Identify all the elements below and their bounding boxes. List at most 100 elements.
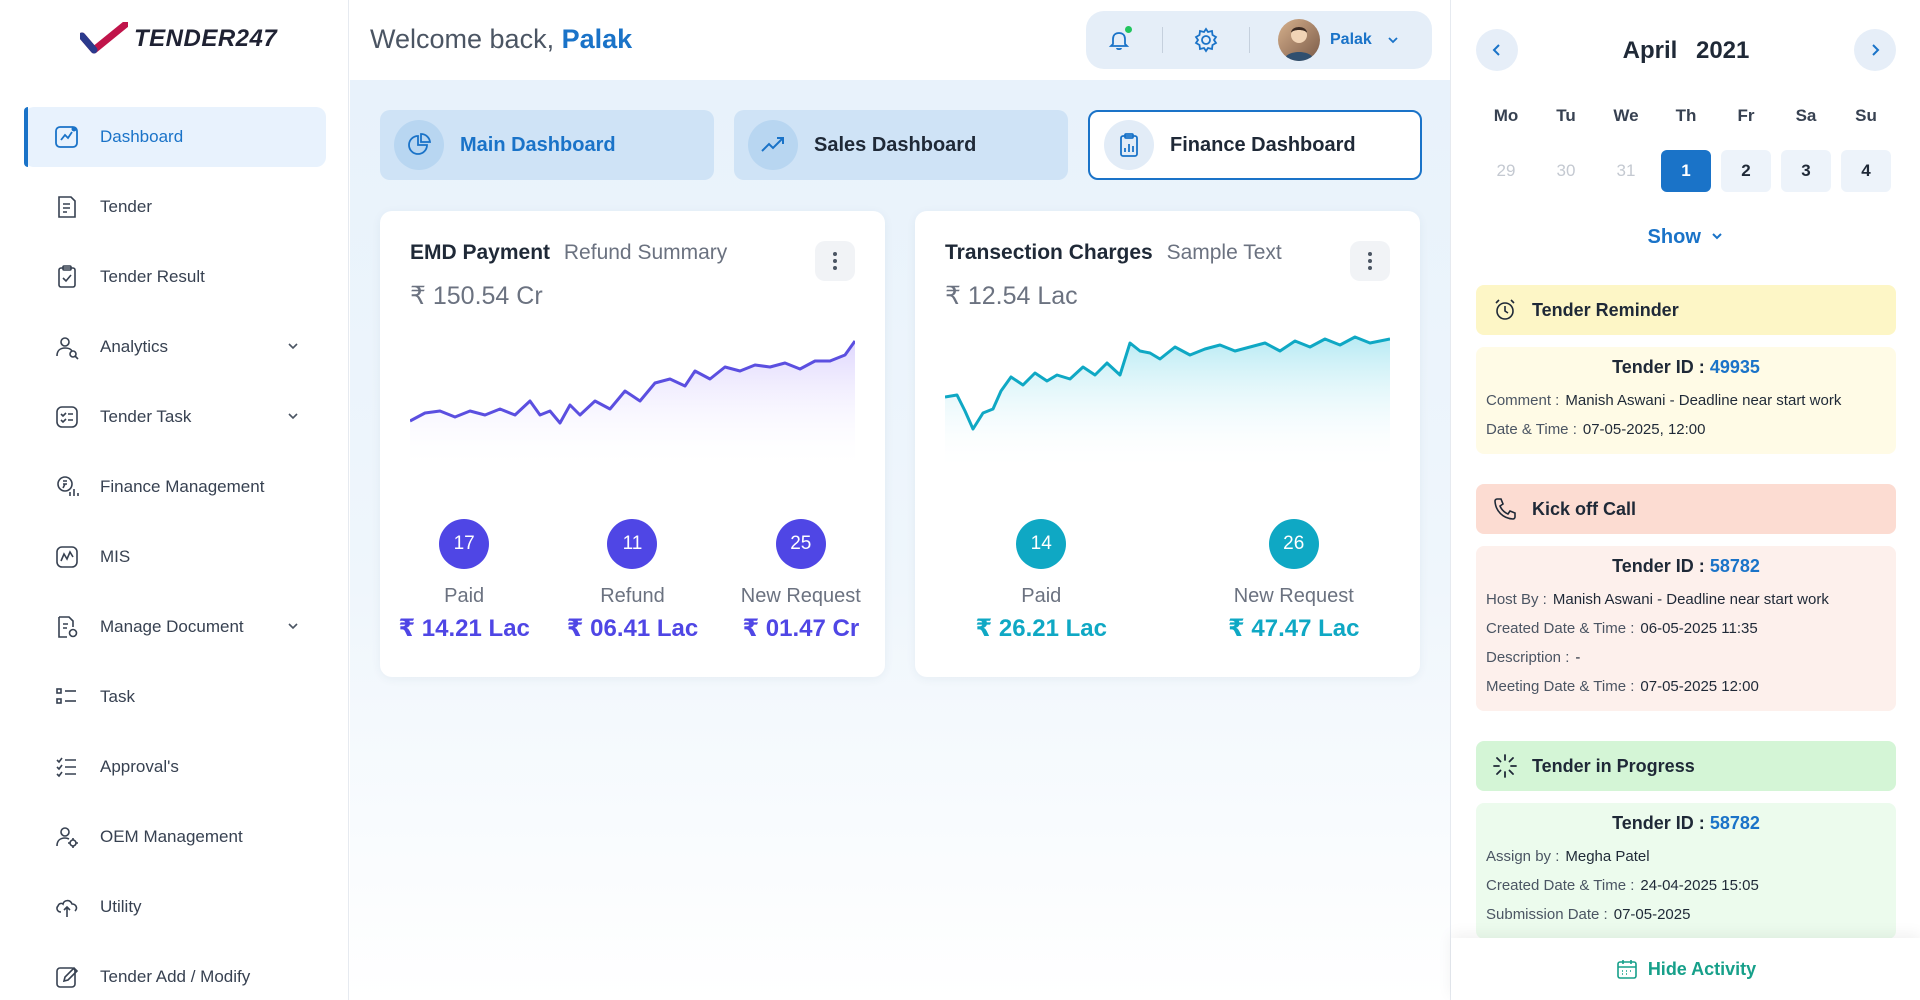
chevron-down-icon (288, 623, 298, 630)
row-value: 06-05-2025 11:35 (1640, 620, 1758, 637)
tender-id: Tender ID : 58782 (1486, 556, 1886, 577)
logo-text: TENDER247 (134, 25, 278, 52)
more-options-button[interactable] (1350, 241, 1390, 281)
calendar-year[interactable]: 2021 (1695, 37, 1750, 64)
stat-count: 17 (439, 519, 490, 569)
sidebar-item-label: Tender Add / Modify (100, 967, 251, 986)
sidebar-item-task[interactable]: Task (24, 667, 326, 727)
stat-label: New Request (1233, 585, 1354, 607)
sidebar-item-mis[interactable]: MIS (24, 527, 326, 587)
sidebar-item-tender-task[interactable]: Tender Task (24, 387, 326, 447)
sidebar-item-approvals[interactable]: Approval's (24, 737, 326, 797)
tender-id-value[interactable]: 58782 (1709, 556, 1760, 576)
stat-value: ₹ 06.41 Lac (566, 615, 699, 642)
logo-check-icon (80, 22, 128, 54)
day-number[interactable]: 31 (1616, 161, 1636, 180)
tender-id-value[interactable]: 49935 (1709, 357, 1760, 377)
more-options-button[interactable] (815, 241, 855, 281)
tender-id-label: Tender ID : (1612, 357, 1705, 377)
sidebar-item-finance-management[interactable]: Finance Management (24, 457, 326, 517)
sidebar-item-label: Task (100, 687, 135, 706)
edit-icon (54, 964, 80, 990)
activity-body: Tender ID : 58782 Assign by : Megha Patel… (1476, 803, 1896, 939)
notifications-button[interactable] (1104, 25, 1134, 55)
settings-button[interactable] (1191, 25, 1221, 55)
calendar-month[interactable]: April (1622, 37, 1678, 64)
row-value: 07-05-2025 (1613, 906, 1691, 923)
finance-icon (54, 474, 80, 500)
activity-row: Comment : Manish Aswani - Deadline near s… (1486, 386, 1886, 415)
calendar-day: 2 (1716, 150, 1776, 192)
tender-icon (54, 194, 80, 220)
calendar-days: 29 30 31 1 2 3 4 (1476, 150, 1896, 192)
top-header: Welcome back, Palak Palak (350, 0, 1450, 80)
logo[interactable]: TENDER247 (80, 22, 277, 56)
calendar-day: 31 (1596, 150, 1656, 192)
show-label: Show (1647, 226, 1701, 248)
day-number[interactable]: 4 (1841, 150, 1891, 192)
profile-menu[interactable]: Palak (1278, 19, 1400, 61)
tab-finance-dashboard[interactable]: Finance Dashboard (1088, 110, 1422, 180)
weekday: Su (1855, 106, 1877, 125)
stat-value: ₹ 47.47 Lac (1228, 615, 1360, 642)
sidebar-item-tender[interactable]: Tender (24, 177, 326, 237)
tab-label: Main Dashboard (460, 133, 616, 156)
card-title-main: EMD Payment (410, 241, 551, 264)
tender-id-value[interactable]: 58782 (1709, 813, 1760, 833)
main-content: Main Dashboard Sales Dashboard Finance D… (350, 80, 1450, 1000)
sidebar-item-label: Tender Result (100, 267, 205, 286)
stat-new-request: 25 New Request ₹ 01.47 Cr (717, 519, 885, 643)
calendar-prev-button[interactable] (1476, 29, 1518, 71)
activity-body: Tender ID : 58782 Host By : Manish Aswani… (1476, 546, 1896, 711)
chevron-down-icon (1712, 233, 1723, 240)
gear-icon (1194, 27, 1218, 53)
sidebar-item-analytics[interactable]: Analytics (24, 317, 326, 377)
hide-activity-button[interactable]: Hide Activity (1451, 938, 1920, 1000)
sidebar-item-oem-management[interactable]: OEM Management (24, 807, 326, 867)
activity-row: Meeting Date & Time : 07-05-2025 12:00 (1486, 672, 1886, 701)
calendar-day: 4 (1836, 150, 1896, 192)
card-stats: 14 Paid ₹ 26.21 Lac 26 New Request ₹ 47.… (915, 519, 1420, 643)
sidebar-item-label: Approval's (100, 757, 179, 776)
sidebar-nav: Dashboard Tender Tender Result Analytics (24, 107, 326, 1000)
day-number[interactable]: 30 (1556, 161, 1576, 180)
sidebar-item-label: OEM Management (100, 827, 243, 846)
sidebar-item-dashboard[interactable]: Dashboard (24, 107, 326, 167)
day-number[interactable]: 3 (1781, 150, 1831, 192)
row-key: Created Date & Time : (1486, 877, 1635, 894)
calendar-show-button[interactable]: Show (1476, 226, 1896, 249)
day-number[interactable]: 1 (1661, 150, 1711, 192)
activity-header-kick-off-call[interactable]: Kick off Call (1476, 484, 1896, 534)
activity-header-tender-in-progress[interactable]: Tender in Progress (1476, 741, 1896, 791)
phone-icon (1494, 498, 1516, 520)
sidebar-item-manage-document[interactable]: Manage Document (24, 597, 326, 657)
stat-count: 26 (1268, 519, 1319, 569)
activity-header-tender-reminder[interactable]: Tender Reminder (1476, 285, 1896, 335)
alarm-clock-icon (1495, 299, 1515, 320)
day-number[interactable]: 2 (1721, 150, 1771, 192)
calendar-next-button[interactable] (1854, 29, 1896, 71)
bell-icon (1108, 32, 1130, 51)
weekday: Fr (1737, 106, 1755, 125)
sidebar-item-label: MIS (100, 547, 131, 566)
sidebar-item-tender-add-modify[interactable]: Tender Add / Modify (24, 947, 326, 1000)
day-number[interactable]: 29 (1496, 161, 1516, 180)
stat-count: 25 (775, 519, 826, 569)
row-key: Assign by : (1486, 848, 1560, 865)
stat-label: Refund (600, 585, 665, 607)
divider (1162, 27, 1163, 53)
sidebar-item-utility[interactable]: Utility (24, 877, 326, 937)
row-key: Date & Time : (1486, 421, 1577, 438)
calendar-header: April 2021 (1476, 29, 1896, 75)
calendar-day: 29 (1476, 150, 1536, 192)
tab-label: Finance Dashboard (1170, 133, 1356, 156)
tender-id: Tender ID : 49935 (1486, 357, 1886, 378)
tab-main-dashboard[interactable]: Main Dashboard (380, 110, 714, 180)
activity-list[interactable]: Tender Reminder Tender ID : 49935 Commen… (1476, 285, 1896, 940)
tab-sales-dashboard[interactable]: Sales Dashboard (734, 110, 1068, 180)
row-key: Description : (1486, 649, 1570, 666)
sidebar-item-tender-result[interactable]: Tender Result (24, 247, 326, 307)
activity-body: Tender ID : 49935 Comment : Manish Aswani… (1476, 347, 1896, 454)
row-value: 24-04-2025 15:05 (1640, 877, 1759, 894)
row-value: 07-05-2025, 12:00 (1582, 421, 1706, 438)
